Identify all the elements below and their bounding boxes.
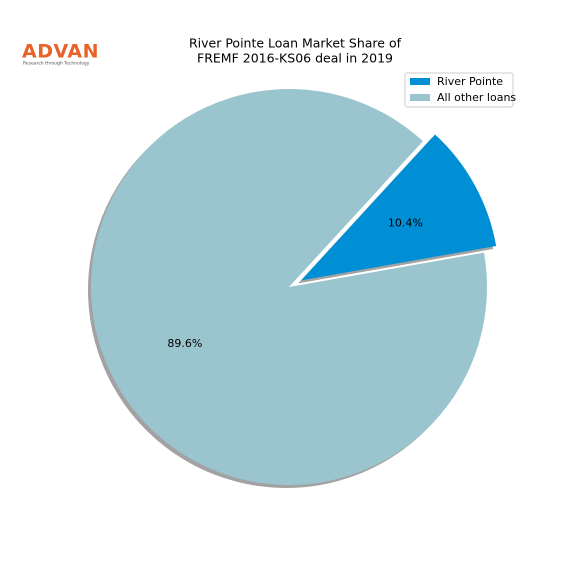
- legend-label: River Pointe: [437, 75, 503, 88]
- pie: 10.4% 89.6%: [88, 89, 497, 489]
- pie-slice: [90, 89, 487, 485]
- data-label: 10.4%: [388, 216, 423, 229]
- chart-title: FREMF 2016-KS06 deal in 2019: [197, 51, 393, 66]
- data-label: 89.6%: [167, 337, 202, 350]
- legend-swatch: [410, 78, 430, 85]
- chart-title: River Pointe Loan Market Share of: [189, 36, 402, 51]
- pie-slice: [301, 134, 497, 281]
- legend-box: [404, 72, 514, 108]
- logo: ADVAN: [22, 41, 99, 63]
- legend-label: All other loans: [437, 91, 516, 104]
- legend: River Pointe All other loans: [404, 72, 516, 108]
- logo-tagline: Research through Technology: [23, 61, 90, 67]
- legend-swatch: [410, 94, 430, 101]
